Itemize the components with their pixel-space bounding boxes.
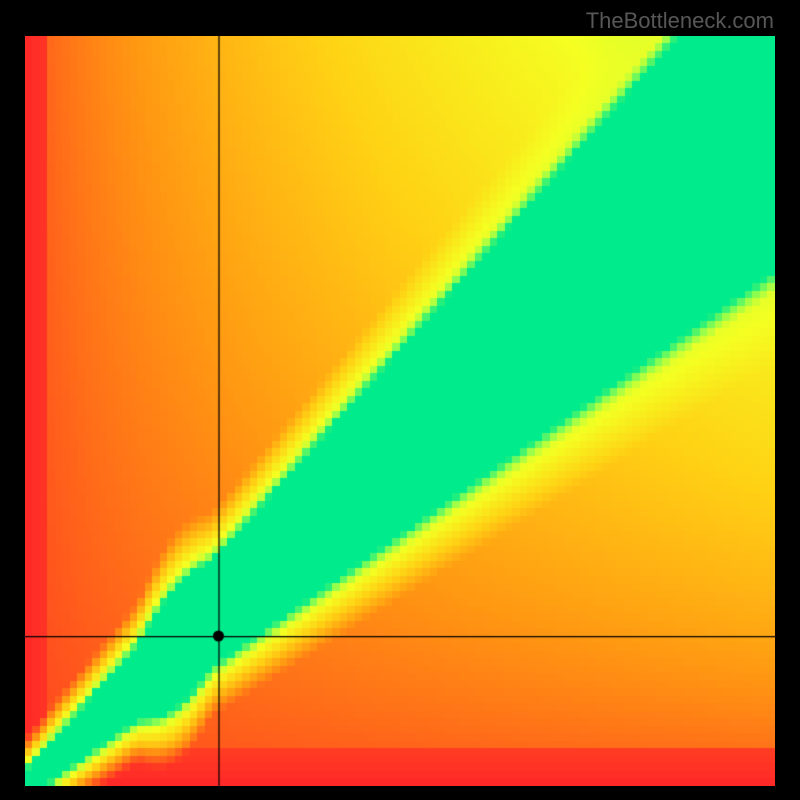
watermark-text: TheBottleneck.com (586, 8, 774, 34)
bottleneck-heatmap (25, 36, 775, 786)
